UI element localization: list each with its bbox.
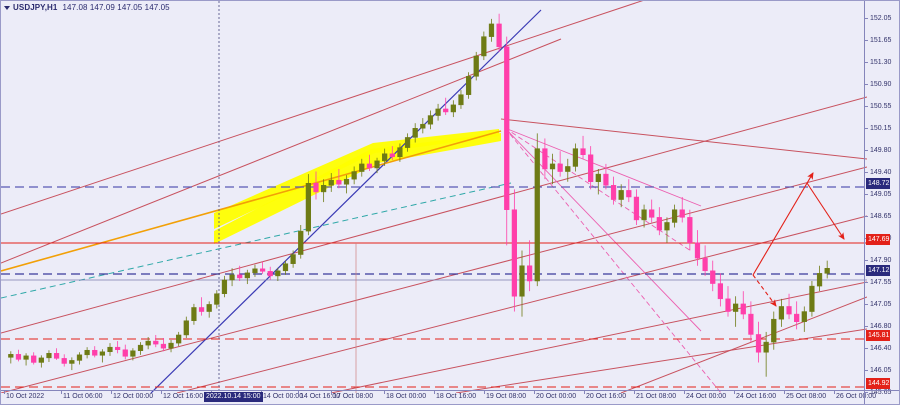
plot-area[interactable] (1, 1, 867, 393)
time-axis[interactable]: 2022.10.14 15:00 10 Oct 2022 11 Oct 06:00… (1, 390, 876, 404)
orange-midline (1, 130, 502, 272)
price-label-highlight: 144.92 (866, 378, 891, 389)
teal-dashed-support (1, 182, 512, 299)
symbol-header: USDJPY,H1 147.08 147.09 147.05 147.05 (4, 2, 170, 13)
ohlc-quote: 147.08 147.09 147.05 147.05 (62, 3, 170, 12)
horizontal-levels (1, 186, 867, 388)
price-label-highlight: 147.69 (866, 234, 891, 245)
axis-corner (864, 390, 899, 404)
forecast-leg-up-1 (752, 172, 814, 276)
price-axis[interactable]: 152.05 151.65 151.30 150.90 150.55 150.15 149.… (864, 1, 899, 396)
symbol-label: USDJPY,H1 (13, 3, 58, 12)
candlestick-series (8, 13, 830, 377)
time-cursor-label: 2022.10.14 15:00 (204, 392, 263, 402)
forecast-leg-down-1 (806, 182, 845, 240)
price-label-highlight: 145.81 (866, 330, 891, 341)
triangle-down-icon[interactable] (4, 5, 10, 10)
red-trendlines (1, 1, 867, 393)
forecast-zigzag (752, 172, 845, 307)
crosshair (218, 1, 357, 393)
price-label-highlight: 148.72 (866, 178, 891, 189)
price-label-highlight: 147.12 (866, 265, 891, 276)
